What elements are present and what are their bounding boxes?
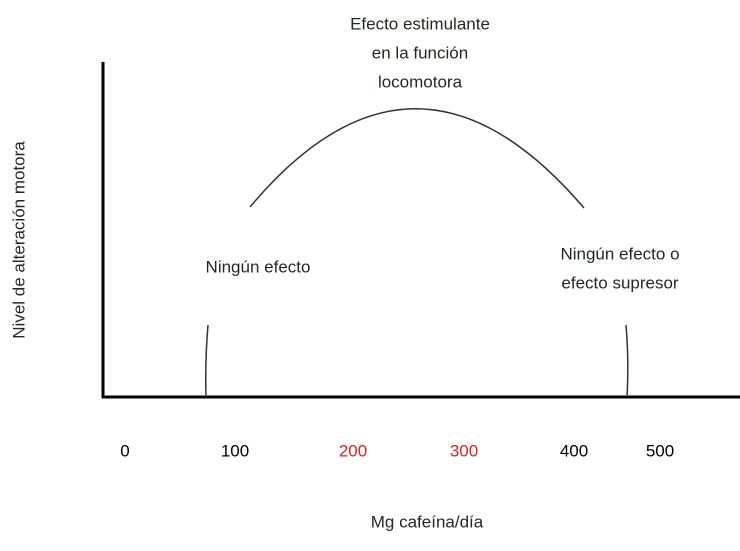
threshold-line [625, 324, 629, 398]
x-axis-label: Mg cafeína/día [371, 512, 484, 531]
stimulant-arc [249, 108, 585, 209]
x-tick-label: 200 [339, 441, 367, 460]
annotation: Efecto estimulante [350, 14, 490, 33]
threshold-line [205, 324, 209, 398]
annotation: locomotora [378, 72, 463, 91]
x-tick-label: 500 [646, 441, 674, 460]
x-tick-label: 0 [120, 441, 129, 460]
annotation: Ningún efecto [206, 257, 311, 276]
annotation: Ningún efecto o [560, 244, 679, 263]
y-axis-label: Nivel de alteración motora [9, 141, 28, 339]
x-tick-label: 300 [450, 441, 478, 460]
x-tick-label: 400 [560, 441, 588, 460]
x-tick-label: 100 [221, 441, 249, 460]
annotation: en la función [372, 43, 468, 62]
annotation: efecto supresor [561, 273, 679, 292]
